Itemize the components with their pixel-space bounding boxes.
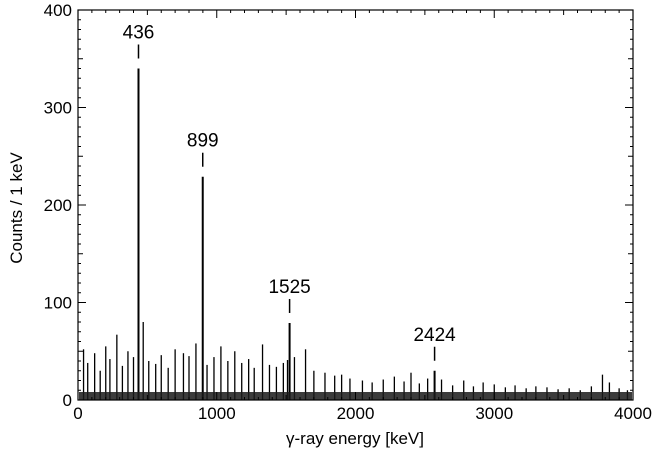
x-tick-label: 4000 [614, 404, 652, 423]
axis-ticks [77, 9, 634, 401]
x-tick-label: 0 [73, 404, 82, 423]
x-tick-label: 1000 [198, 404, 236, 423]
peak-label: 1525 [268, 277, 310, 298]
peak-label: 899 [187, 131, 219, 152]
peak-label: 436 [123, 23, 155, 44]
x-tick-label: 3000 [475, 404, 513, 423]
peak-annotations: 436 899 1525 2424 [123, 23, 456, 361]
y-tick-label: 100 [44, 294, 72, 313]
peak-label: 2424 [413, 325, 456, 346]
y-tick-label: 300 [44, 99, 72, 118]
x-axis-title: γ-ray energy [keV] [286, 429, 424, 448]
y-tick-labels: 0 100 200 300 400 [44, 1, 72, 410]
y-tick-label: 400 [44, 1, 72, 20]
y-tick-label: 0 [63, 391, 72, 410]
x-tick-labels: 0 1000 2000 3000 4000 [73, 404, 652, 423]
y-tick-label: 200 [44, 196, 72, 215]
y-axis-title: Counts / 1 keV [7, 152, 26, 264]
plot-frame [77, 9, 634, 401]
x-tick-label: 2000 [337, 404, 375, 423]
histogram-bars [79, 68, 632, 400]
